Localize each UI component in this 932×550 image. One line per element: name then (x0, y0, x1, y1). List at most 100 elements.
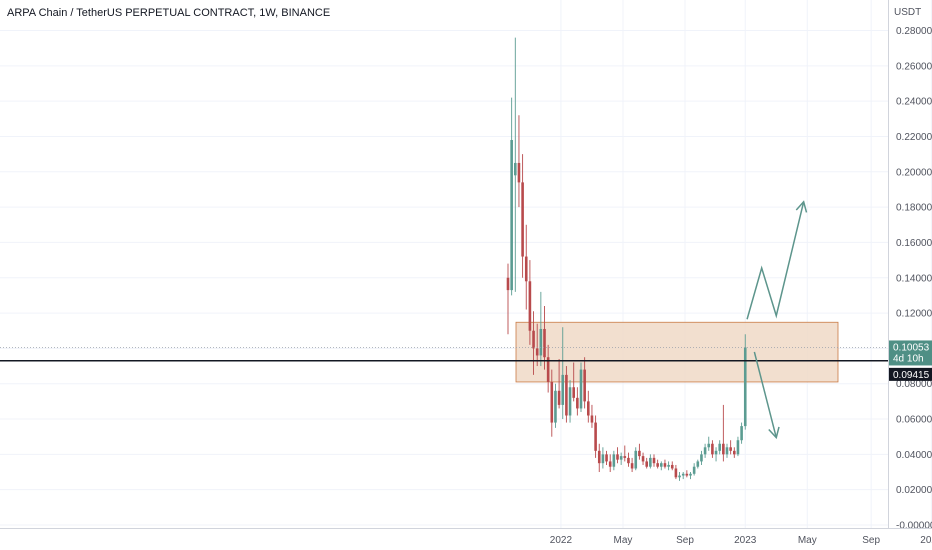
candle-body (714, 450, 718, 455)
candle-body (660, 463, 663, 467)
candle-body (630, 463, 634, 469)
candle-body (652, 457, 656, 464)
y-tick-label: 0.12000 (896, 309, 932, 320)
line-price-badge (889, 367, 932, 381)
axis-unit-label: USDT (894, 7, 921, 18)
candle-body (550, 381, 554, 423)
y-tick-label: 0.02000 (896, 485, 932, 496)
x-tick-label: May (614, 535, 633, 546)
candle-body (557, 390, 561, 405)
price-axis[interactable]: 0.28000 0.26000 0.24000 0.22000 0.20000 0.180… (888, 0, 932, 532)
candle-body (579, 369, 583, 409)
candle-body (554, 390, 557, 423)
y-tick-label: 0.22000 (896, 132, 932, 143)
candle-body (568, 387, 572, 416)
y-tick-label: -0.00000 (896, 521, 932, 532)
grid (0, 0, 932, 528)
candle-body (667, 464, 670, 467)
candle-body (546, 357, 550, 382)
candle-body (703, 447, 707, 455)
candle-body (743, 347, 747, 427)
candle-body (514, 162, 517, 176)
candle-body (517, 162, 521, 183)
candle-body (700, 454, 703, 462)
x-tick-label: 2022 (550, 535, 573, 546)
candle-body (645, 461, 648, 467)
down-arrow-head (768, 426, 780, 440)
x-tick-label: May (798, 535, 817, 546)
candle-body (674, 468, 678, 478)
candles (506, 37, 747, 481)
candle-body (528, 281, 532, 331)
candle-body (616, 454, 619, 460)
supply-zone (515, 321, 839, 383)
y-tick-label: 0.14000 (896, 273, 932, 284)
candle-body (707, 443, 711, 448)
last-price-badge (889, 340, 932, 366)
candle-body (634, 450, 638, 469)
price-lines (0, 347, 888, 362)
drawn-arrows (746, 200, 808, 440)
candle-body (572, 387, 575, 398)
candle-body (565, 374, 568, 416)
y-tick-label: 0.28000 (896, 26, 932, 37)
candle-body (539, 328, 543, 356)
candle-body (641, 456, 645, 462)
y-tick-label: 0.26000 (896, 61, 932, 72)
x-tick-label: 2023 (734, 535, 757, 546)
candle-body (597, 450, 601, 464)
zone-rect (515, 321, 839, 383)
candle-body (711, 443, 714, 455)
time-axis[interactable]: 2022 May Sep 2023 May Sep 2024 (0, 528, 932, 547)
last-price-countdown: 4d 10h (893, 353, 924, 364)
candle-body (521, 182, 524, 257)
candle-body (649, 457, 652, 467)
candle-body (638, 450, 641, 457)
y-tick-label: 0.20000 (896, 167, 932, 178)
x-tick-label: Sep (862, 535, 880, 546)
up-arrow-head (795, 200, 808, 213)
candle-body (619, 456, 623, 460)
candle-body (510, 139, 513, 291)
candle-body (612, 454, 616, 467)
candle-body (576, 397, 579, 409)
candle-body (736, 440, 740, 455)
candle-body (692, 466, 696, 474)
candle-body (725, 447, 729, 455)
y-tick-label: 0.18000 (896, 203, 932, 214)
candle-body (506, 277, 510, 291)
last-price-value: 0.10053 (893, 342, 930, 353)
y-tick-label: 0.04000 (896, 450, 932, 461)
candle-body (733, 450, 736, 455)
candle-body (678, 475, 681, 478)
candle-body (722, 443, 725, 455)
candle-body (656, 463, 659, 467)
candle-body (587, 401, 590, 416)
candle-body (590, 415, 594, 423)
candle-body (627, 457, 630, 464)
y-tick-label: 0.06000 (896, 415, 932, 426)
y-tick-label: 0.08000 (896, 379, 932, 390)
candle-body (718, 443, 721, 451)
up-arrow-line (746, 201, 805, 320)
candle-body (524, 256, 528, 282)
candle-body (689, 473, 692, 476)
candle-body (532, 330, 535, 349)
candle-body (623, 456, 627, 458)
candle-body (605, 454, 608, 462)
candle-body (535, 348, 539, 356)
candle-body (543, 328, 546, 358)
candle-body (685, 473, 689, 476)
candle-body (594, 422, 597, 451)
candle-body (729, 447, 732, 451)
candle-body (740, 426, 743, 441)
candle-body (561, 374, 565, 405)
down-arrow-line (753, 351, 778, 438)
candle-body (670, 464, 674, 469)
candle-body (601, 454, 605, 464)
candle-body (608, 461, 612, 467)
candle-body (696, 461, 700, 467)
y-tick-label: 0.24000 (896, 97, 932, 108)
